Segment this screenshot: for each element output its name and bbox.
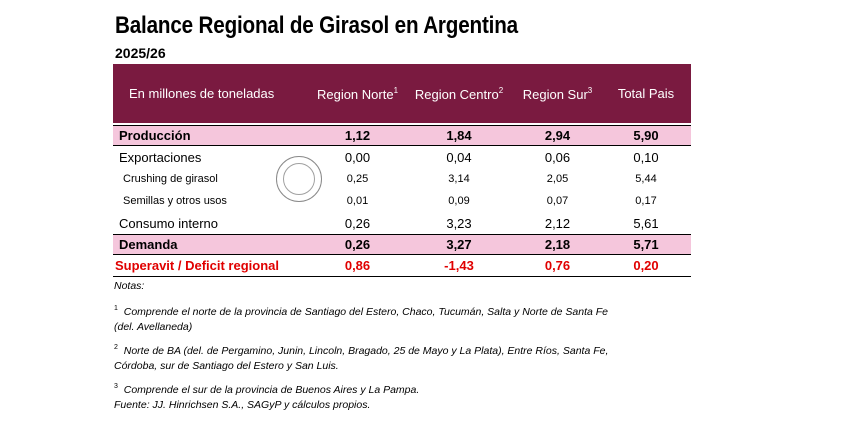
cell-value: 5,71 bbox=[601, 234, 691, 255]
balance-table: En millones de toneladas Region Norte1 R… bbox=[113, 64, 691, 277]
note-2: 2 Norte de BA (del. de Pergamino, Junin,… bbox=[114, 344, 609, 357]
cell-value: 2,12 bbox=[544, 215, 571, 231]
notes-section: Notas: 1 Comprende el norte de la provin… bbox=[114, 279, 714, 413]
campaign-year: 2025/26 bbox=[115, 45, 166, 61]
cell-value: -1,43 bbox=[404, 254, 514, 277]
row-label: Crushing de girasol bbox=[123, 173, 218, 185]
cell-value: 0,25 bbox=[346, 173, 369, 185]
note-1: 1 Comprende el norte de la provincia de … bbox=[114, 305, 608, 318]
page-title: Balance Regional de Girasol en Argentina bbox=[115, 12, 518, 39]
row-exportaciones: Exportaciones 0,00 0,04 0,06 0,10 bbox=[113, 146, 691, 169]
cell-value: 0,00 bbox=[344, 149, 371, 165]
table-header-row: En millones de toneladas Region Norte1 R… bbox=[113, 64, 691, 123]
cell-value: 2,18 bbox=[514, 234, 601, 255]
scales-icon bbox=[283, 163, 315, 195]
col-total-pais: Total Pais bbox=[601, 64, 691, 123]
cell-value: 0,86 bbox=[311, 254, 404, 277]
row-label: Demanda bbox=[113, 234, 311, 255]
notes-heading: Notas: bbox=[114, 280, 145, 292]
row-consumo-interno: Consumo interno 0,26 3,23 2,12 5,61 bbox=[113, 212, 691, 235]
row-label: Consumo interno bbox=[119, 215, 218, 231]
note-3: 3 Comprende el sur de la provincia de Bu… bbox=[114, 383, 420, 396]
source-note: Fuente: JJ. Hinrichsen S.A., SAGyP y cál… bbox=[114, 399, 371, 411]
row-label: Producción bbox=[113, 125, 311, 146]
cell-value: 0,10 bbox=[633, 149, 659, 165]
row-superavit: Superavit / Deficit regional 0,86 -1,43 … bbox=[113, 254, 691, 277]
cell-value: 0,26 bbox=[344, 215, 371, 231]
cell-value: 0,04 bbox=[446, 149, 472, 165]
bcr-seal-watermark bbox=[276, 156, 322, 202]
cell-value: 5,44 bbox=[635, 173, 657, 185]
units-label: En millones de toneladas bbox=[113, 64, 311, 123]
cell-value: 0,26 bbox=[311, 234, 404, 255]
row-crushing: Crushing de girasol 0,25 3,14 2,05 5,44 bbox=[113, 168, 691, 190]
cell-value: 0,76 bbox=[514, 254, 601, 277]
cell-value: 1,84 bbox=[404, 125, 514, 146]
cell-value: 2,94 bbox=[514, 125, 601, 146]
cell-value: 0,01 bbox=[346, 195, 369, 207]
cell-value: 0,06 bbox=[544, 149, 571, 165]
cell-value: 0,17 bbox=[635, 195, 657, 207]
row-produccion: Producción 1,12 1,84 2,94 5,90 bbox=[113, 125, 691, 146]
cell-value: 0,09 bbox=[448, 195, 470, 207]
cell-value: 3,27 bbox=[404, 234, 514, 255]
row-demanda: Demanda 0,26 3,27 2,18 5,71 bbox=[113, 234, 691, 255]
col-region-sur: Region Sur3 bbox=[514, 64, 601, 123]
row-label: Exportaciones bbox=[119, 149, 202, 165]
cell-value: 1,12 bbox=[311, 125, 404, 146]
row-label: Semillas y otros usos bbox=[123, 195, 227, 207]
cell-value: 3,23 bbox=[446, 215, 472, 231]
note-2-cont: Córdoba, sur de Santiago del Estero y Sa… bbox=[114, 360, 339, 372]
col-region-centro: Region Centro2 bbox=[404, 64, 514, 123]
cell-value: 3,14 bbox=[448, 173, 470, 185]
cell-value: 0,20 bbox=[601, 254, 691, 277]
cell-value: 5,90 bbox=[601, 125, 691, 146]
note-1-cont: (del. Avellaneda) bbox=[114, 321, 193, 333]
cell-value: 5,61 bbox=[633, 215, 659, 231]
cell-value: 2,05 bbox=[546, 173, 569, 185]
col-region-norte: Region Norte1 bbox=[311, 64, 404, 123]
row-semillas: Semillas y otros usos 0,01 0,09 0,07 0,1… bbox=[113, 190, 691, 212]
cell-value: 0,07 bbox=[546, 195, 569, 207]
row-label: Superavit / Deficit regional bbox=[113, 254, 311, 277]
